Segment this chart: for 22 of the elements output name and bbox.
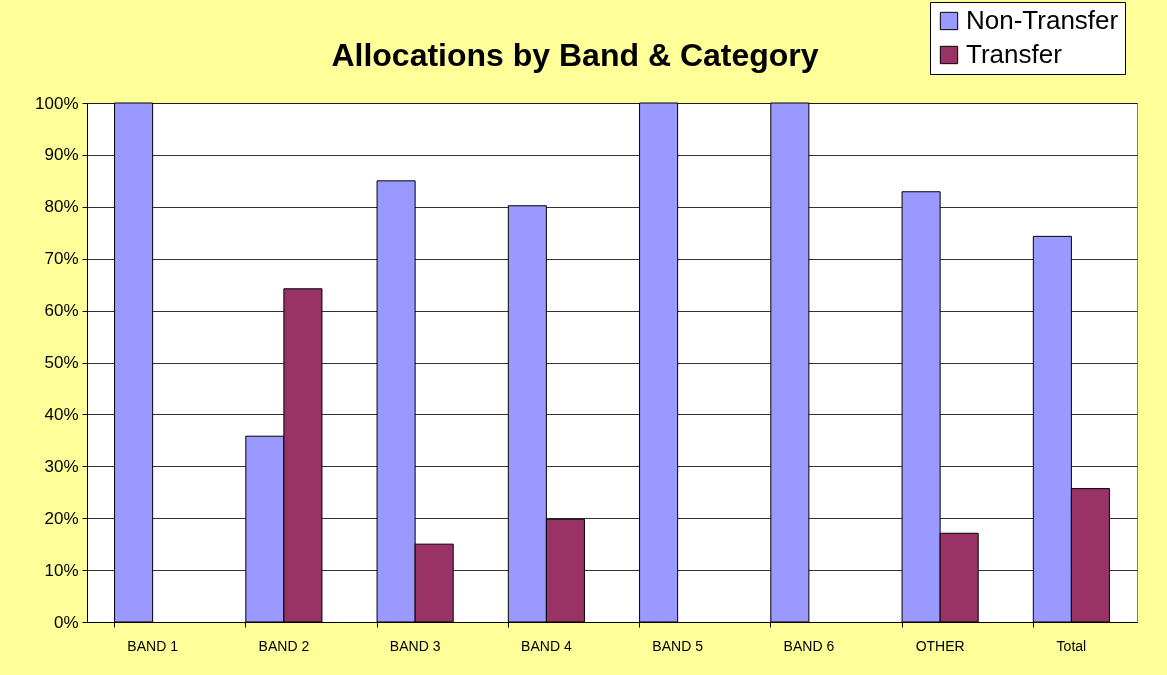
x-tick-label: BAND 2 <box>258 637 310 654</box>
x-tick-label: BAND 3 <box>389 637 441 654</box>
x-tick-label: BAND 1 <box>127 637 179 654</box>
y-tick-label: 70% <box>44 249 79 269</box>
y-tick-label: 40% <box>44 404 79 424</box>
x-tick-label: BAND 6 <box>783 637 835 654</box>
chart-title: Allocations by Band & Category <box>331 36 819 73</box>
x-tick-label: BAND 5 <box>652 637 704 654</box>
y-tick-label: 50% <box>44 353 79 372</box>
y-tick-label: 90% <box>44 145 79 165</box>
y-tick-label: 100% <box>35 93 79 113</box>
y-tick-label: 80% <box>44 197 79 217</box>
y-tick-label: 60% <box>44 301 79 321</box>
x-tick-label: OTHER <box>915 637 965 654</box>
y-tick-label: 20% <box>44 508 79 528</box>
x-tick-label: BAND 4 <box>521 637 572 654</box>
y-tick-label: 0% <box>53 612 79 632</box>
x-tick-label: Total <box>1056 637 1087 654</box>
legend-label: Non-Transfer <box>966 5 1119 35</box>
y-tick-label: 10% <box>44 560 79 580</box>
legend-label: Transfer <box>966 39 1063 69</box>
y-tick-label: 30% <box>44 456 79 476</box>
